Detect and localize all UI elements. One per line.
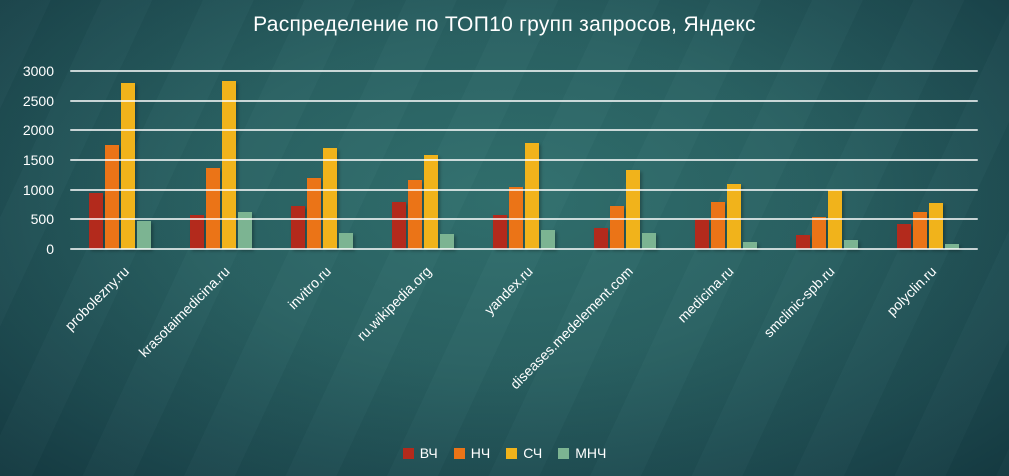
x-axis-label: polyclin.ru: [882, 263, 939, 319]
legend-swatch: [402, 447, 414, 459]
bar-МНЧ: [641, 232, 656, 249]
y-axis-tick-label: 1000: [22, 181, 54, 198]
legend: ВЧ НЧ СЧ МНЧ: [0, 445, 1009, 461]
chart-title: Распределение по ТОП10 групп запросов, Я…: [253, 13, 756, 36]
legend-swatch: [558, 447, 570, 459]
bar-МНЧ: [137, 221, 152, 249]
x-axis-label: probolezny.ru: [61, 263, 132, 334]
bar-НЧ: [710, 202, 725, 249]
bar-group: [70, 71, 171, 249]
bar-МНЧ: [541, 230, 555, 249]
x-axis-label: medicina.ru: [674, 263, 738, 326]
bar-НЧ: [408, 179, 423, 249]
legend-label: МНЧ: [575, 445, 607, 461]
bar-group: [675, 71, 776, 249]
y-axis-tick-label: 2000: [22, 122, 54, 139]
bar-ВЧ: [291, 206, 306, 249]
bar-МНЧ: [742, 241, 757, 249]
legend-label: СЧ: [523, 445, 543, 461]
y-axis-tick-label: 2500: [22, 92, 54, 109]
x-axis-label: ru.wikipedia.org: [353, 263, 435, 344]
bar-НЧ: [509, 186, 523, 249]
x-axis-label: invitro.ru: [284, 263, 334, 313]
bar-СЧ: [625, 170, 640, 249]
bar-НЧ: [105, 145, 120, 249]
y-axis-tick-label: 1500: [22, 152, 54, 168]
bar-МНЧ: [238, 212, 253, 249]
bar-group: [373, 71, 474, 249]
legend-swatch: [453, 447, 465, 459]
bar-СЧ: [424, 154, 439, 249]
bar-groups: [70, 71, 978, 249]
bar-ВЧ: [593, 228, 608, 249]
bar-НЧ: [609, 205, 624, 249]
bar-НЧ: [206, 167, 221, 249]
gridline: [70, 159, 978, 161]
gridline: [70, 188, 978, 191]
x-axis-label: yandex.ru: [480, 263, 536, 318]
bar-group: [776, 71, 877, 249]
bar-ВЧ: [89, 192, 104, 249]
bar-ВЧ: [190, 215, 205, 249]
gridline: [70, 99, 978, 102]
y-axis-tick-label: 0: [46, 241, 54, 257]
gridline: [70, 70, 978, 72]
bar-МНЧ: [339, 232, 354, 249]
gridline: [70, 129, 978, 132]
legend-item: ВЧ: [402, 445, 438, 461]
bar-МНЧ: [944, 243, 959, 249]
bar-group: [474, 71, 575, 249]
x-axis-label: diseases.medelement.com: [507, 263, 637, 393]
bar-ВЧ: [392, 202, 407, 249]
bar-ВЧ: [795, 234, 810, 249]
bar-ВЧ: [493, 214, 507, 249]
bar-group: [272, 71, 373, 249]
legend-label: ВЧ: [419, 445, 438, 461]
bar-СЧ: [726, 183, 741, 249]
y-axis: 0 500 1000 1500 2000 2500 3000: [0, 63, 62, 257]
legend-swatch: [506, 447, 518, 459]
bar-СЧ: [928, 203, 943, 249]
plot-area: [70, 70, 978, 250]
legend-item: НЧ: [453, 445, 491, 461]
x-axis-label: krasotaimedicina.ru: [135, 263, 233, 361]
bar-СЧ: [323, 148, 338, 249]
bar-МНЧ: [440, 233, 455, 249]
y-axis-tick-label: 500: [30, 211, 54, 228]
bar-НЧ: [811, 216, 826, 249]
bar-СЧ: [121, 82, 136, 249]
bar-СЧ: [222, 80, 237, 249]
legend-label: НЧ: [470, 445, 491, 461]
bar-ВЧ: [694, 219, 709, 249]
bar-group: [171, 71, 272, 249]
bar-ВЧ: [896, 223, 911, 249]
gridline: [70, 218, 978, 221]
gridline: [70, 248, 978, 250]
x-axis-labels: probolezny.ru krasotaimedicina.ru invitro.…: [61, 253, 978, 431]
legend-item: СЧ: [506, 445, 542, 461]
bar-group: [877, 71, 978, 249]
bar-СЧ: [525, 142, 539, 249]
bar-МНЧ: [843, 239, 858, 249]
bar-НЧ: [912, 212, 927, 249]
bar-НЧ: [307, 178, 322, 249]
x-axis-label: smclinic-spb.ru: [760, 263, 838, 341]
y-axis-tick-label: 3000: [22, 63, 54, 79]
legend-item: МНЧ: [558, 445, 606, 461]
